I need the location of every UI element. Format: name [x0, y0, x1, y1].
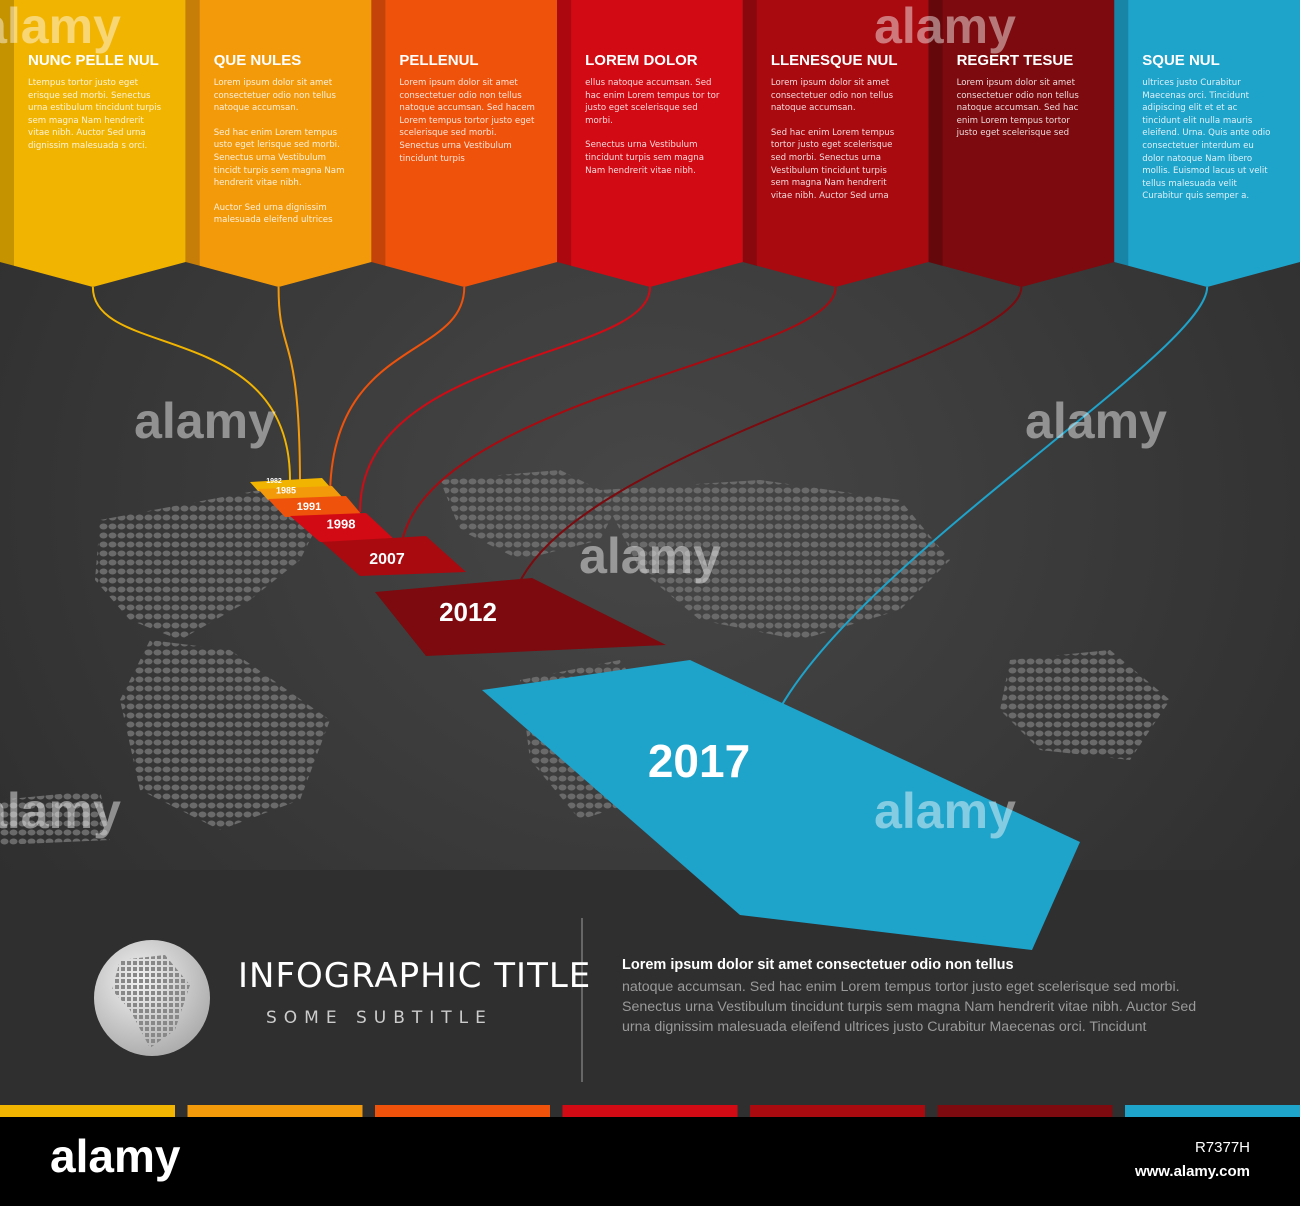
column-title: LOREM DOLOR — [585, 52, 698, 69]
color-strip — [1125, 1105, 1300, 1117]
body-text: natoque accumsan. Sed hac enim Lorem tem… — [622, 979, 1197, 1035]
year-label: 2017 — [648, 735, 750, 787]
column-shadow — [742, 0, 757, 266]
stock-id: R7377H — [1195, 1139, 1250, 1156]
connector — [329, 286, 466, 499]
color-strip — [0, 1105, 175, 1117]
connector — [277, 286, 301, 488]
column-banner — [557, 0, 743, 287]
footer-panel — [0, 870, 1300, 1120]
color-strip — [187, 1105, 363, 1117]
column-shadow — [185, 0, 200, 266]
watermark: alamy — [874, 783, 1016, 839]
column-paragraph: Lorem ipsum dolor sit amet consectetuer … — [213, 78, 336, 114]
column-title: QUE NULES — [213, 52, 302, 69]
column-text: REGERT TESUE Lorem ipsum dolor sit amet c… — [957, 52, 1093, 152]
column-paragraph: ellus natoque accumsan. Sed hac enim Lor… — [585, 78, 720, 126]
column-title: REGERT TESUE — [956, 52, 1074, 69]
lead-text: Lorem ipsum dolor sit amet consectetuer … — [622, 957, 1014, 973]
globe-icon — [94, 940, 210, 1056]
watermark: alamy — [134, 393, 276, 449]
year-pad — [290, 513, 396, 542]
year-label: 2012 — [439, 597, 497, 627]
year-label: 1985 — [276, 485, 296, 495]
column-text: QUE NULES Lorem ipsum dolor sit amet cons… — [214, 52, 350, 239]
stock-band — [0, 1117, 1300, 1206]
year-pad — [268, 496, 362, 517]
column-shadow — [557, 0, 572, 266]
column-shadow — [0, 0, 14, 266]
column-banner — [928, 0, 1115, 287]
column-paragraph: Ltempus tortor justo eget erisque sed mo… — [28, 78, 162, 151]
watermark: alamy — [0, 0, 121, 54]
column-shadow — [928, 0, 943, 266]
watermark: alamy — [0, 783, 121, 839]
watermark: alamy — [579, 528, 721, 584]
column-paragraph: ultrices justo Curabitur Maecenas orci. … — [1142, 78, 1271, 202]
column-banner — [742, 0, 929, 287]
stock-brand: alamy — [50, 1130, 181, 1182]
column-title: SQUE NUL — [1142, 52, 1220, 69]
connector — [91, 286, 291, 481]
column-shadow — [1114, 0, 1129, 266]
color-strip — [375, 1105, 550, 1117]
infographic-title: INFOGRAPHIC TITLE — [238, 956, 592, 996]
column-banner — [1114, 0, 1300, 287]
year-label: 1982 — [266, 478, 282, 485]
column-paragraph: Auctor Sed urna dignissim malesuada elei… — [213, 202, 333, 226]
infographic-subtitle: SOME SUBTITLE — [266, 1008, 493, 1028]
connector — [509, 286, 1023, 621]
year-pad — [482, 660, 1080, 950]
column-text: SQUE NUL ultrices justo Curabitur Maecena… — [1142, 52, 1278, 215]
column-banner — [185, 0, 372, 287]
watermark: alamy — [874, 0, 1016, 54]
column-paragraph: Senectus urna Vestibulum tincidunt turpi… — [585, 140, 704, 176]
watermark: alamy — [1025, 393, 1167, 449]
color-strip — [750, 1105, 925, 1117]
color-strip — [562, 1105, 738, 1117]
column-shadow — [371, 0, 386, 266]
color-strip — [937, 1105, 1113, 1117]
column-text: LLENESQUE NUL Lorem ipsum dolor sit amet … — [771, 52, 907, 214]
column-banner — [0, 0, 186, 287]
connector — [359, 286, 651, 513]
stock-url: www.alamy.com — [1134, 1163, 1250, 1180]
year-pad — [375, 578, 666, 656]
year-pad — [258, 486, 343, 500]
column-paragraph: Lorem ipsum dolor sit amet consectetuer … — [399, 78, 535, 164]
column-title: LLENESQUE NUL — [770, 52, 898, 69]
column-paragraph: Sed hac enim Lorem tempus usto eget leri… — [213, 127, 345, 189]
column-title: PELLENUL — [399, 52, 479, 69]
year-label: 2007 — [369, 551, 405, 568]
column-text: NUNC PELLE NUL Ltempus tortor justo eget … — [28, 52, 164, 165]
year-label: 1998 — [327, 516, 356, 531]
column-paragraph: Lorem ipsum dolor sit amet consectetuer … — [770, 78, 894, 114]
column-banner — [371, 0, 558, 287]
connector — [399, 286, 837, 561]
column-paragraph: Lorem ipsum dolor sit amet consectetuer … — [956, 78, 1079, 139]
column-text: LOREM DOLOR ellus natoque accumsan. Sed h… — [585, 52, 721, 189]
column-title: NUNC PELLE NUL — [28, 52, 159, 69]
column-paragraph: Sed hac enim Lorem tempus tortor justo e… — [770, 127, 895, 201]
column-text: PELLENUL Lorem ipsum dolor sit amet conse… — [399, 52, 535, 177]
year-pad — [322, 536, 466, 576]
connector — [757, 286, 1209, 778]
year-label: 1991 — [297, 501, 321, 513]
